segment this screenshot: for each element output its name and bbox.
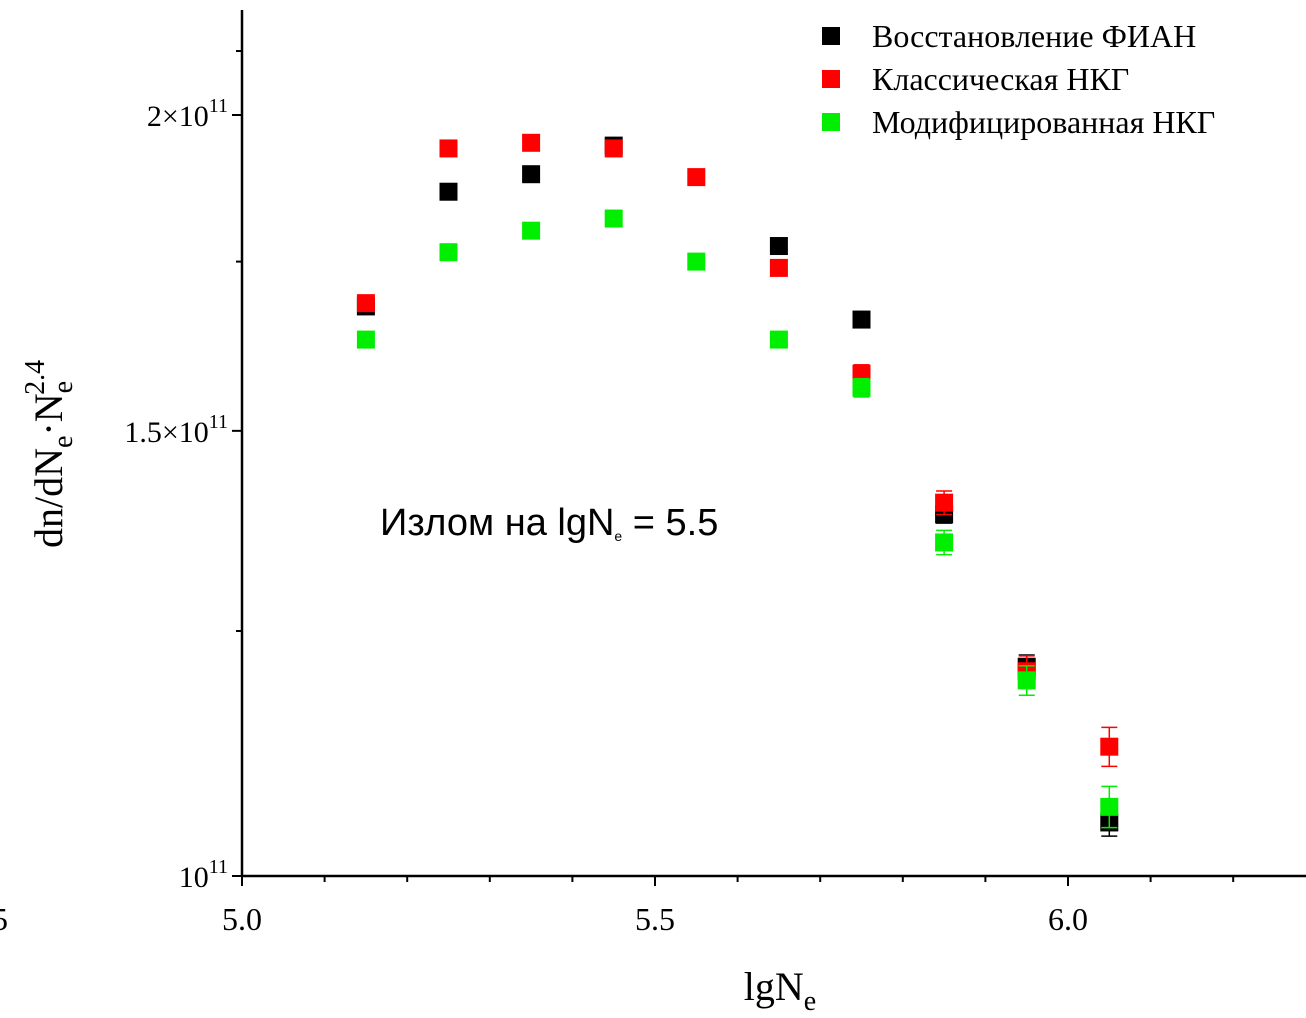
y-tick-label: 1.5×1011 [124,411,228,449]
data-point [604,209,623,228]
axes [232,10,1306,886]
data-point [356,330,375,349]
data-point [1017,671,1036,690]
x-axis-title: lgNe [744,964,816,1017]
data-point [852,378,871,397]
data-point [769,258,788,277]
legend-label: Восстановление ФИАН [872,18,1196,54]
data-point [769,330,788,349]
data-point [522,221,541,240]
data-point [439,139,458,158]
data-point [1100,797,1119,816]
legend-marker [822,70,840,88]
annotation: Излом на lgNe = 5.5 [380,502,718,544]
y-tick-label: 2×1011 [147,95,228,133]
data-point [935,493,954,512]
data-point [687,252,706,271]
data-point [439,182,458,201]
x-tick-label-clipped: 5 [0,901,8,937]
data-point [687,168,706,187]
x-tick-label: 6.0 [1048,901,1088,937]
data-point [356,294,375,313]
legend-label: Классическая НКГ [872,61,1129,97]
data-point [439,243,458,262]
data-point [935,533,954,552]
data-point [769,237,788,256]
x-tick-label: 5.5 [635,901,675,937]
data-point [1100,737,1119,756]
axis-labels: 5.0 5.5 6.0 1011 1.5×1011 2×1011 5 lgNe dn/dNe·N… [0,95,1088,1017]
data-point [604,139,623,158]
data-point [522,165,541,184]
series-1 [356,136,1119,837]
data-point [522,133,541,152]
legend-label: Модифицированная НКГ [872,104,1215,140]
series-3 [356,209,1119,829]
legend-marker [822,27,840,45]
y-tick-label: 1011 [179,856,228,894]
series-2 [356,133,1119,768]
legend-marker [822,113,840,131]
legend: Восстановление ФИАН Классическая НКГ Модиф… [822,18,1215,140]
x-tick-label: 5.0 [222,901,262,937]
data-point [852,310,871,329]
data-points [356,133,1119,837]
y-axis-title: dn/dNe·Ne2.4 [20,360,79,548]
annotation-text: Излом на lgNe = 5.5 [380,502,718,544]
